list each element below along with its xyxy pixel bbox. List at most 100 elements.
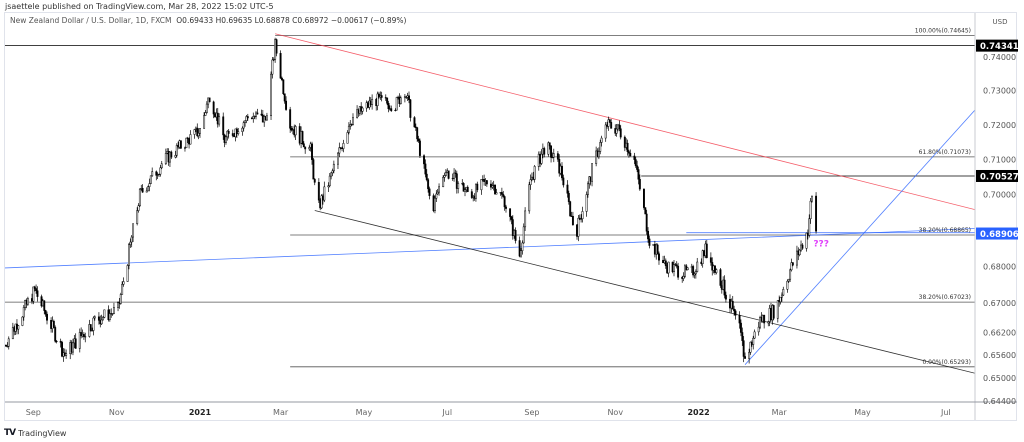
candle-body [664,260,667,266]
candle-body [551,156,554,159]
candle-body [533,166,536,180]
candle-body [656,244,659,255]
y-tick-label: 0.72000 [983,121,1016,130]
candle-body [386,97,389,104]
candle-body [427,179,430,190]
candle-body [637,169,640,180]
candle-body [529,179,532,185]
candle-body [787,278,790,282]
trend-line [5,228,975,269]
candle-body [222,116,225,136]
candle-body [376,93,379,106]
candle-body [102,317,104,321]
candle-body [226,130,229,138]
trend-line [275,33,975,211]
candle-body [92,317,95,331]
candle-body [585,194,588,212]
candle-body [112,307,115,314]
y-tick-label: 0.65600 [983,351,1016,360]
candle-body [196,127,199,137]
candle-body [709,257,712,263]
candle-body [686,267,689,271]
currency-label: USD [993,18,1008,26]
y-tick-label: 0.74000 [983,53,1016,62]
candle-body [148,183,151,187]
candle-body [147,186,150,192]
candle-body [733,308,736,312]
candle-body [129,241,132,245]
candle-body [763,315,766,324]
fib-level-label: 38.20%(0.68865) [919,227,971,234]
candle-body [145,190,148,193]
candle-body [337,152,339,165]
candle-body [502,194,505,197]
candle-body [338,147,341,154]
candle-body [270,73,272,117]
candle-body [811,195,813,202]
candle-body [453,172,456,179]
candle-body [54,327,57,342]
trend-line [314,210,975,374]
y-tick-label: 0.64400 [983,397,1016,406]
candle-body [682,276,685,279]
candle-body [566,184,569,194]
candle-body [26,298,29,305]
candle-body [311,143,313,160]
x-tick-label: Mar [772,408,788,417]
candle-body [648,238,651,246]
candle-body [103,309,106,318]
candle-body [780,294,783,298]
candle-body [470,191,473,198]
candle-body [696,261,699,272]
candle-body [141,188,144,193]
candle-body [160,163,163,169]
y-tick-label: 0.65000 [983,374,1016,383]
candle-body [540,153,543,164]
candle-body [82,334,85,337]
candle-body [242,122,245,129]
candle-body [425,173,428,180]
symbol-title[interactable]: New Zealand Dollar / U.S. Dollar, 1D, FX… [10,16,172,25]
x-tick-label: 2021 [189,408,212,417]
candle-body [138,188,141,206]
candle-body [701,250,704,264]
candle-body [633,155,636,160]
candle-body [667,261,670,274]
fib-level-label: 100.00%(0.74645) [915,28,971,35]
candle-body [203,115,206,129]
candle-body [205,103,208,113]
candle-body [495,192,498,195]
candle-body [528,184,531,212]
candle-body [491,185,494,188]
candle-body [290,128,293,131]
y-tick-label: 0.71000 [983,155,1016,164]
fib-level-label: 38.20%(0.67023) [919,294,971,301]
candle-body [474,183,477,199]
candle-body [158,173,160,175]
candle-body [111,313,114,315]
candle-body [260,113,263,116]
candle-body [428,188,431,196]
candle-body [615,128,618,134]
candle-body [302,143,305,148]
candle-body [518,240,521,257]
candle-body [331,170,334,174]
y-tick-label: 0.68000 [983,262,1016,271]
x-tick-label: May [854,408,871,417]
tradingview-logo-icon[interactable]: TV [4,428,16,438]
candle-body [675,264,678,267]
candle-body [645,213,648,232]
plot-area[interactable]: ??? [1,33,979,374]
x-tick-label: May [356,408,373,417]
candle-body [694,271,697,275]
candle-body [89,324,92,331]
candle-body [451,177,454,180]
candle-body [454,172,457,174]
candle-body [301,131,304,144]
candle-body [294,126,297,136]
candle-body [705,243,708,258]
candle-body [586,183,589,195]
candle-body [121,284,124,295]
candle-body [805,232,808,249]
